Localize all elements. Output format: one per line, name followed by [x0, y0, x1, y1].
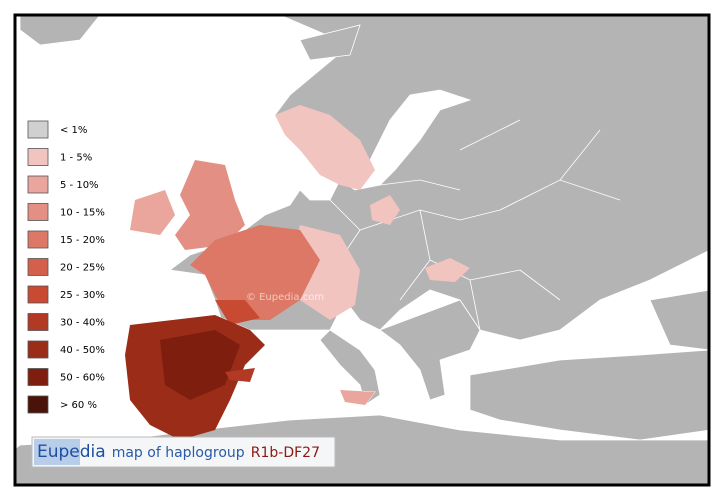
legend-label: > 60 %: [60, 400, 97, 411]
legend-label: 1 - 5%: [60, 153, 92, 164]
legend-swatch: [27, 230, 49, 249]
legend-label: 15 - 20%: [60, 235, 105, 246]
legend-label: < 1%: [60, 125, 87, 136]
area: [275, 105, 375, 190]
caption-box: [31, 436, 336, 468]
legend-label: 5 - 10%: [60, 180, 99, 191]
area: [130, 190, 175, 235]
legend-label: 40 - 50%: [60, 345, 105, 356]
legend-swatch: [27, 258, 49, 276]
frame: [13, 13, 711, 487]
legend-swatch: [27, 148, 49, 166]
caption-brand: Eupedia: [37, 442, 106, 462]
legend-label: 25 - 30%: [60, 290, 105, 301]
legend-swatch: [27, 340, 49, 359]
caption-text: map of haplogroup: [112, 445, 245, 461]
legend: < 1% 1 - 5% 5 - 10% 10 - 15% 15 - 20% 20 - 25…: [27, 120, 105, 414]
legend-swatch: [27, 395, 49, 414]
legend-label: 20 - 25%: [60, 263, 105, 274]
legend-label: 10 - 15%: [60, 208, 105, 219]
area: [190, 225, 320, 320]
watermark: © Eupedia.com: [246, 292, 324, 303]
caption-haplogroup: R1b-DF27: [251, 445, 320, 461]
legend-swatch: [27, 203, 49, 221]
frequency-areas: [125, 105, 470, 440]
legend-swatch: [27, 120, 49, 139]
area: [160, 330, 240, 400]
legend-label: 30 - 40%: [60, 318, 105, 329]
legend-swatch: [27, 368, 49, 386]
legend-swatch: [27, 313, 49, 331]
legend-label: 50 - 60%: [60, 373, 105, 384]
area: [225, 368, 255, 382]
area: [425, 258, 470, 282]
area: [215, 300, 260, 325]
area: [175, 160, 245, 250]
area: [370, 195, 400, 225]
legend-swatch: [27, 285, 49, 304]
logo-bg: [34, 439, 80, 465]
legend-swatch: [27, 175, 49, 194]
area: [340, 390, 375, 405]
